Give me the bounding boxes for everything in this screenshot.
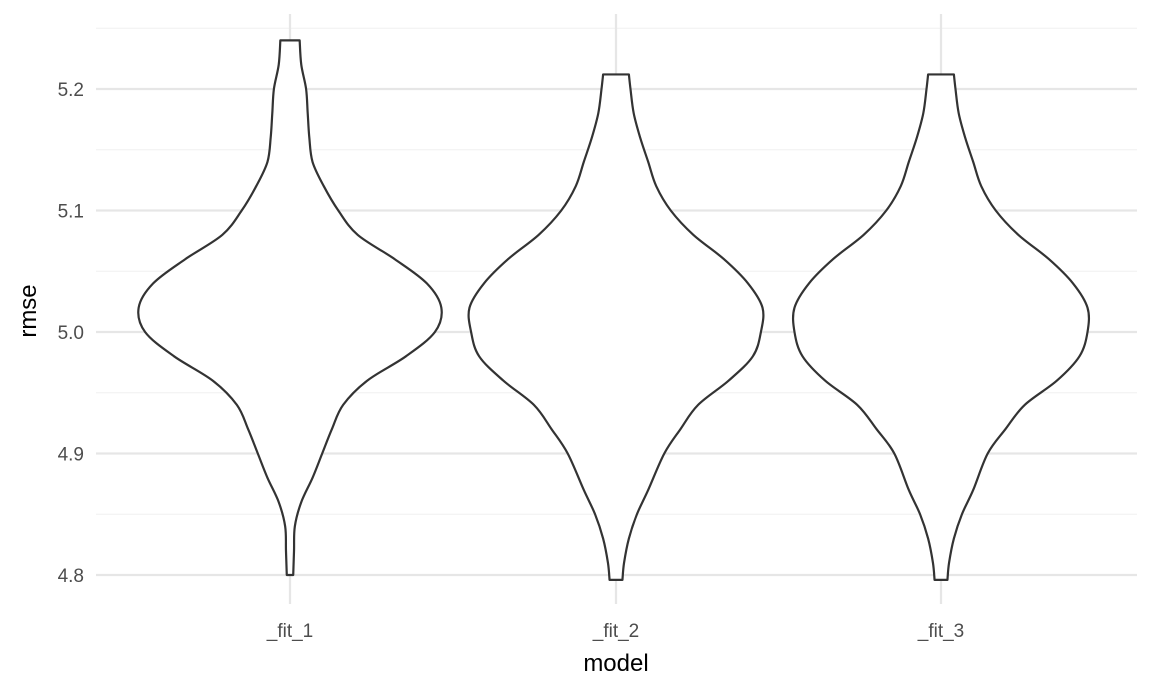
x-axis-ticks: _fit_1 _fit_2 _fit_3 — [266, 621, 964, 642]
violin-fit-2 — [467, 73, 765, 581]
y-tick-label: 5.2 — [58, 80, 84, 101]
y-tick-label: 4.9 — [58, 445, 84, 466]
x-tick-label: _fit_2 — [592, 621, 639, 642]
y-axis-title: rmse — [15, 284, 42, 337]
x-tick-label: _fit_3 — [917, 621, 964, 642]
y-tick-label: 4.8 — [58, 566, 84, 587]
x-tick-label: _fit_1 — [266, 621, 313, 642]
y-axis-ticks: 4.8 4.9 5.0 5.1 5.2 — [58, 80, 84, 587]
violins — [137, 39, 1091, 581]
y-tick-label: 5.0 — [58, 323, 84, 344]
x-axis-title: model — [583, 650, 648, 677]
violin-fit-1 — [137, 39, 443, 577]
violin-fit-3 — [791, 73, 1091, 581]
y-tick-label: 5.1 — [58, 202, 84, 223]
